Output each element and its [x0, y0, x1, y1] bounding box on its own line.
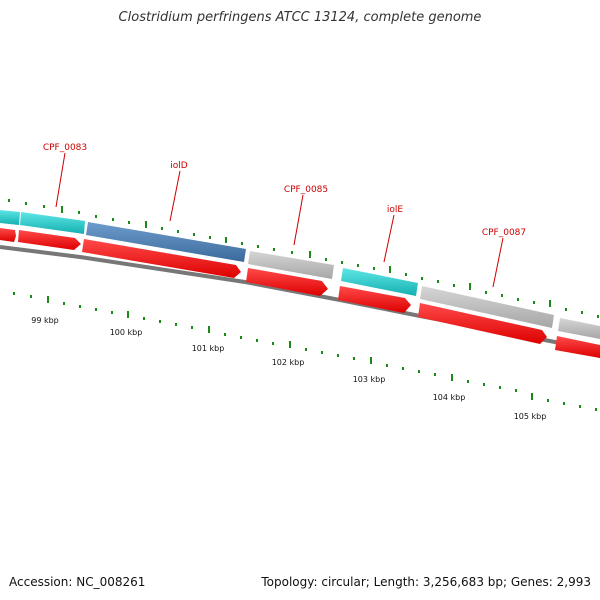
kbp-label: 101 kbp — [192, 344, 225, 353]
upper-tick-row — [8, 199, 599, 318]
genome-summary-text: Topology: circular; Length: 3,256,683 bp… — [261, 575, 591, 589]
gene-feature-iole[interactable] — [341, 268, 418, 296]
cds-arrow[interactable] — [555, 336, 600, 358]
gene-label-iold[interactable]: iolD — [170, 161, 188, 171]
kbp-label: 100 kbp — [110, 328, 143, 337]
kbp-label: 102 kbp — [272, 358, 305, 367]
gene-feature-iold[interactable] — [86, 222, 246, 262]
cds-arrow[interactable] — [82, 239, 241, 278]
cds-arrow[interactable] — [338, 286, 411, 313]
accession-text: Accession: NC_008261 — [9, 575, 146, 589]
gene-label-cpf-0085[interactable]: CPF_0085 — [284, 185, 328, 195]
kbp-label: 99 kbp — [31, 316, 59, 325]
gene-feature-cpf-0083[interactable] — [20, 212, 85, 234]
label-leaders — [55, 152, 504, 288]
gene-label-cpf-0083[interactable]: CPF_0083 — [43, 143, 87, 153]
cds-arrow[interactable] — [18, 230, 81, 250]
gene-feature-cpf-0087[interactable] — [420, 286, 554, 328]
map-title: Clostridium perfringens ATCC 13124, comp… — [118, 10, 482, 25]
cds-arrow[interactable] — [418, 303, 547, 344]
gene-label-cpf-0087[interactable]: CPF_0087 — [482, 228, 526, 238]
kbp-label: 105 kbp — [514, 412, 547, 421]
cds-arrow[interactable] — [246, 268, 328, 296]
gene-feature-gray-right[interactable] — [558, 318, 600, 339]
kbp-label: 104 kbp — [433, 393, 466, 402]
lower-tick-row — [13, 292, 597, 411]
cds-arrow[interactable] — [0, 228, 16, 242]
kbp-label: 103 kbp — [353, 375, 386, 384]
gene-label-iole[interactable]: iolE — [387, 205, 404, 215]
gene-feature-cyan[interactable] — [0, 210, 20, 225]
gene-feature-cpf-0085[interactable] — [248, 251, 334, 279]
